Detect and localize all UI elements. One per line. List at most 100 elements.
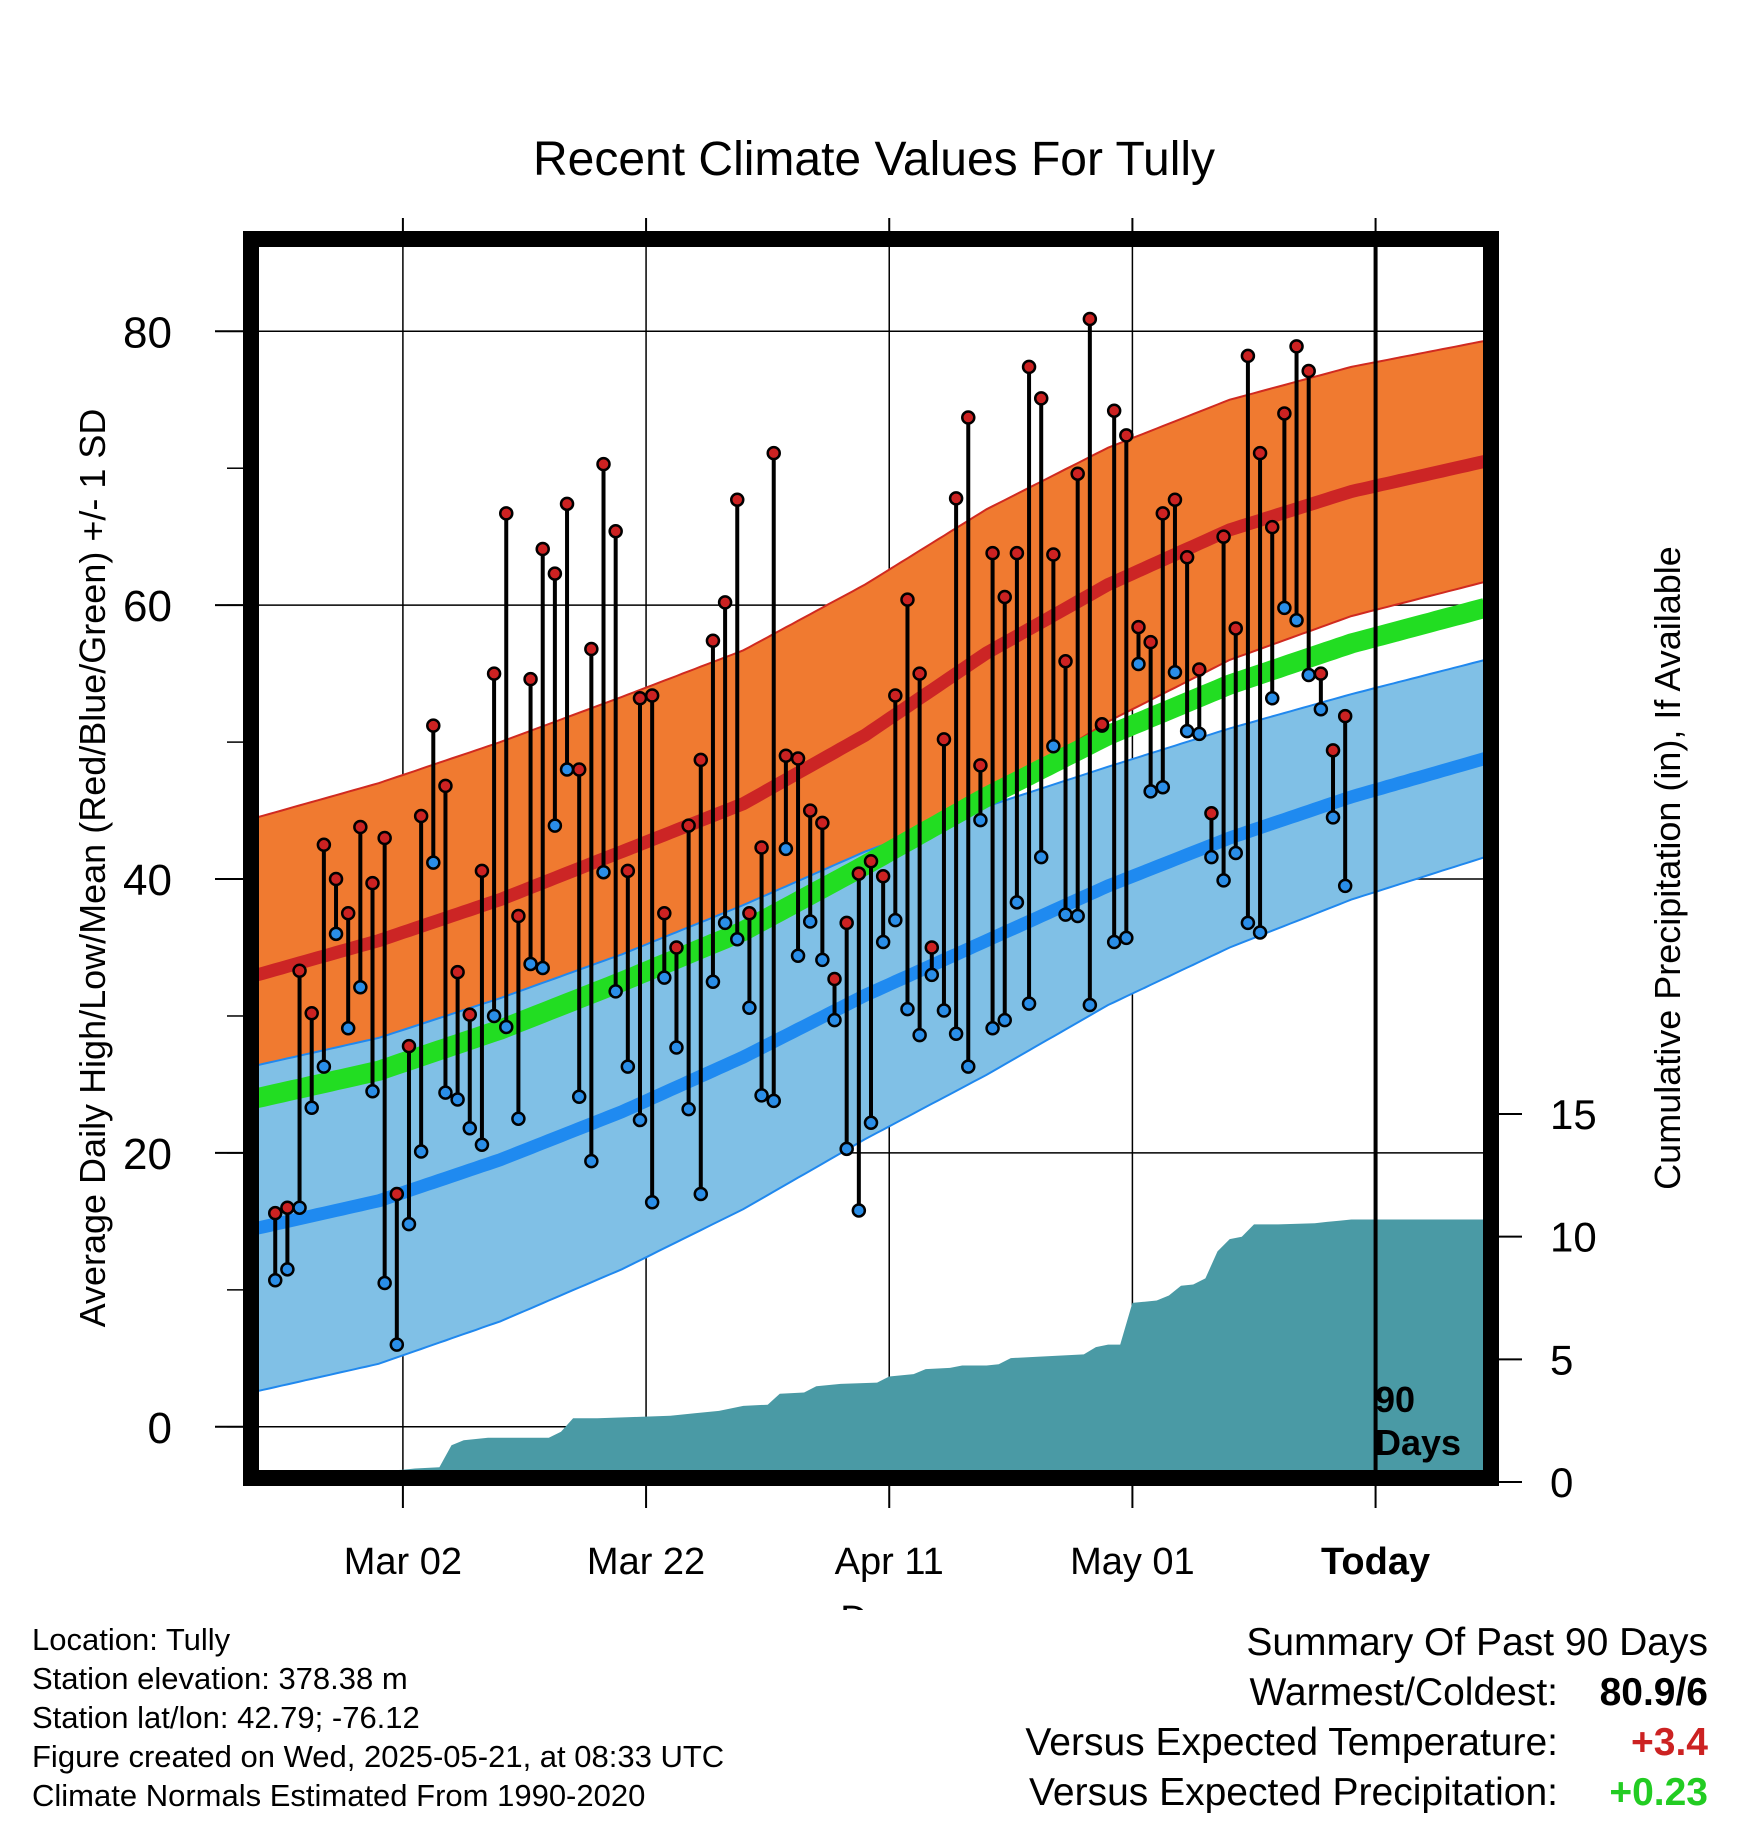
low-point-52 [900, 1001, 915, 1017]
high-point-76 [1192, 662, 1207, 677]
summary-temp-row: Versus Expected Temperature: +3.4 [888, 1718, 1708, 1768]
low-point-49 [863, 1115, 879, 1131]
precip-label: Versus Expected Precipitation: [1029, 1771, 1558, 1814]
low-point-45 [815, 952, 830, 968]
warmest-label: Warmest/Coldest: [1249, 1671, 1558, 1714]
high-point-17 [474, 863, 490, 879]
today-label-days: Days [1375, 1422, 1461, 1463]
info-normals: Climate Normals Estimated From 1990-2020 [32, 1778, 646, 1813]
low-point-58 [973, 812, 988, 828]
low-point-55 [936, 1003, 952, 1018]
high-point-32 [657, 906, 672, 921]
low-point-17 [474, 1137, 490, 1152]
high-point-10 [389, 1186, 405, 1202]
low-point-85 [1301, 667, 1316, 683]
low-point-8 [365, 1084, 380, 1099]
low-point-27 [596, 864, 611, 880]
low-point-59 [985, 1021, 1000, 1036]
low-point-70 [1119, 930, 1134, 946]
low-point-6 [340, 1021, 356, 1036]
low-point-3 [304, 1100, 319, 1115]
low-point-31 [644, 1194, 660, 1210]
low-point-7 [353, 979, 368, 995]
summary-heading: Summary Of Past 90 Days [1246, 1621, 1708, 1664]
precipitation-area [330, 1219, 1485, 1472]
high-point-27 [596, 456, 611, 472]
low-point-34 [681, 1101, 696, 1117]
high-point-1 [280, 1200, 295, 1215]
low-point-56 [948, 1026, 964, 1042]
high-point-64 [1046, 547, 1061, 562]
high-point-21 [523, 671, 538, 687]
high-point-26 [584, 641, 599, 657]
x-tick-label-0: Mar 02 [344, 1541, 462, 1583]
low-point-80 [1240, 915, 1256, 931]
high-point-55 [936, 732, 952, 747]
high-point-47 [839, 915, 854, 931]
high-point-68 [1094, 717, 1110, 732]
high-point-8 [365, 875, 380, 891]
x-tick-label-3: May 01 [1070, 1541, 1195, 1583]
low-point-39 [742, 1000, 757, 1016]
low-point-1 [280, 1262, 295, 1277]
x-tick-label-1: Mar 22 [587, 1541, 705, 1583]
low-point-69 [1106, 934, 1122, 950]
high-point-35 [693, 752, 709, 768]
x-tick-label-4: Today [1321, 1541, 1430, 1583]
low-point-61 [1009, 895, 1025, 910]
low-point-72 [1143, 784, 1158, 799]
high-point-29 [620, 863, 636, 879]
high-point-41 [766, 445, 781, 461]
climate-chart: Recent Climate Values For Tully 90 Days … [72, 133, 1688, 1610]
daily-bars [267, 311, 1353, 1352]
axes: 0 20 40 60 80 Mar 02 Mar 22 Apr 11 May 01 Today 0 5… [123, 218, 1597, 1583]
high-point-75 [1179, 549, 1195, 565]
y-tick-label-1: 20 [123, 1130, 172, 1179]
low-point-47 [839, 1141, 854, 1157]
low-point-18 [486, 1008, 502, 1024]
low-point-12 [413, 1144, 429, 1159]
low-point-11 [401, 1216, 417, 1232]
high-point-71 [1131, 619, 1146, 635]
low-point-10 [389, 1337, 405, 1352]
high-point-82 [1264, 519, 1280, 535]
high-point-20 [511, 908, 526, 924]
high-point-3 [304, 1005, 319, 1021]
summary-panel: Summary Of Past 90 Days Warmest/Coldest:… [888, 1618, 1708, 1818]
high-point-58 [973, 758, 988, 773]
low-point-87 [1325, 810, 1341, 825]
high-point-83 [1277, 406, 1292, 421]
high-point-67 [1082, 311, 1098, 327]
high-point-14 [438, 778, 453, 794]
precip-fill [330, 1219, 1485, 1472]
high-point-22 [535, 541, 550, 557]
temp-value: +3.4 [1631, 1721, 1708, 1764]
high-point-87 [1325, 743, 1341, 758]
high-point-59 [985, 545, 1000, 561]
info-latlon: Station lat/lon: 42.79; -76.12 [32, 1700, 420, 1735]
high-point-84 [1289, 339, 1304, 354]
station-info: Location: Tully Station elevation: 378.3… [32, 1620, 724, 1815]
high-point-37 [717, 595, 733, 610]
low-point-2 [292, 1200, 307, 1215]
high-point-45 [815, 815, 830, 831]
low-point-37 [717, 915, 733, 931]
low-point-57 [961, 1059, 976, 1074]
high-point-72 [1143, 634, 1158, 650]
high-point-0 [267, 1205, 283, 1221]
low-point-19 [498, 1019, 514, 1035]
low-point-22 [535, 960, 550, 976]
low-point-30 [632, 1112, 648, 1128]
high-point-28 [608, 523, 623, 539]
low-point-14 [438, 1085, 453, 1100]
high-point-15 [450, 964, 465, 980]
y-tick-label-3: 60 [123, 582, 172, 631]
high-point-19 [498, 506, 514, 521]
low-point-86 [1313, 701, 1329, 717]
today-label-90: 90 [1375, 1379, 1415, 1420]
plot-frame [243, 231, 1499, 1486]
low-point-88 [1337, 878, 1353, 894]
high-point-4 [316, 837, 332, 853]
high-point-46 [827, 971, 842, 987]
high-point-63 [1033, 391, 1049, 406]
